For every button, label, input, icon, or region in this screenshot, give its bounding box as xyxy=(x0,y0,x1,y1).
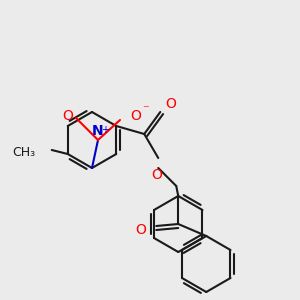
Text: +: + xyxy=(101,125,109,135)
Text: N: N xyxy=(92,124,104,138)
Text: O: O xyxy=(63,109,74,123)
Text: O: O xyxy=(130,109,141,123)
Text: O: O xyxy=(135,223,146,237)
Text: ⁻: ⁻ xyxy=(142,103,148,116)
Text: CH₃: CH₃ xyxy=(13,146,36,158)
Text: O: O xyxy=(151,168,162,182)
Text: O: O xyxy=(165,97,176,111)
